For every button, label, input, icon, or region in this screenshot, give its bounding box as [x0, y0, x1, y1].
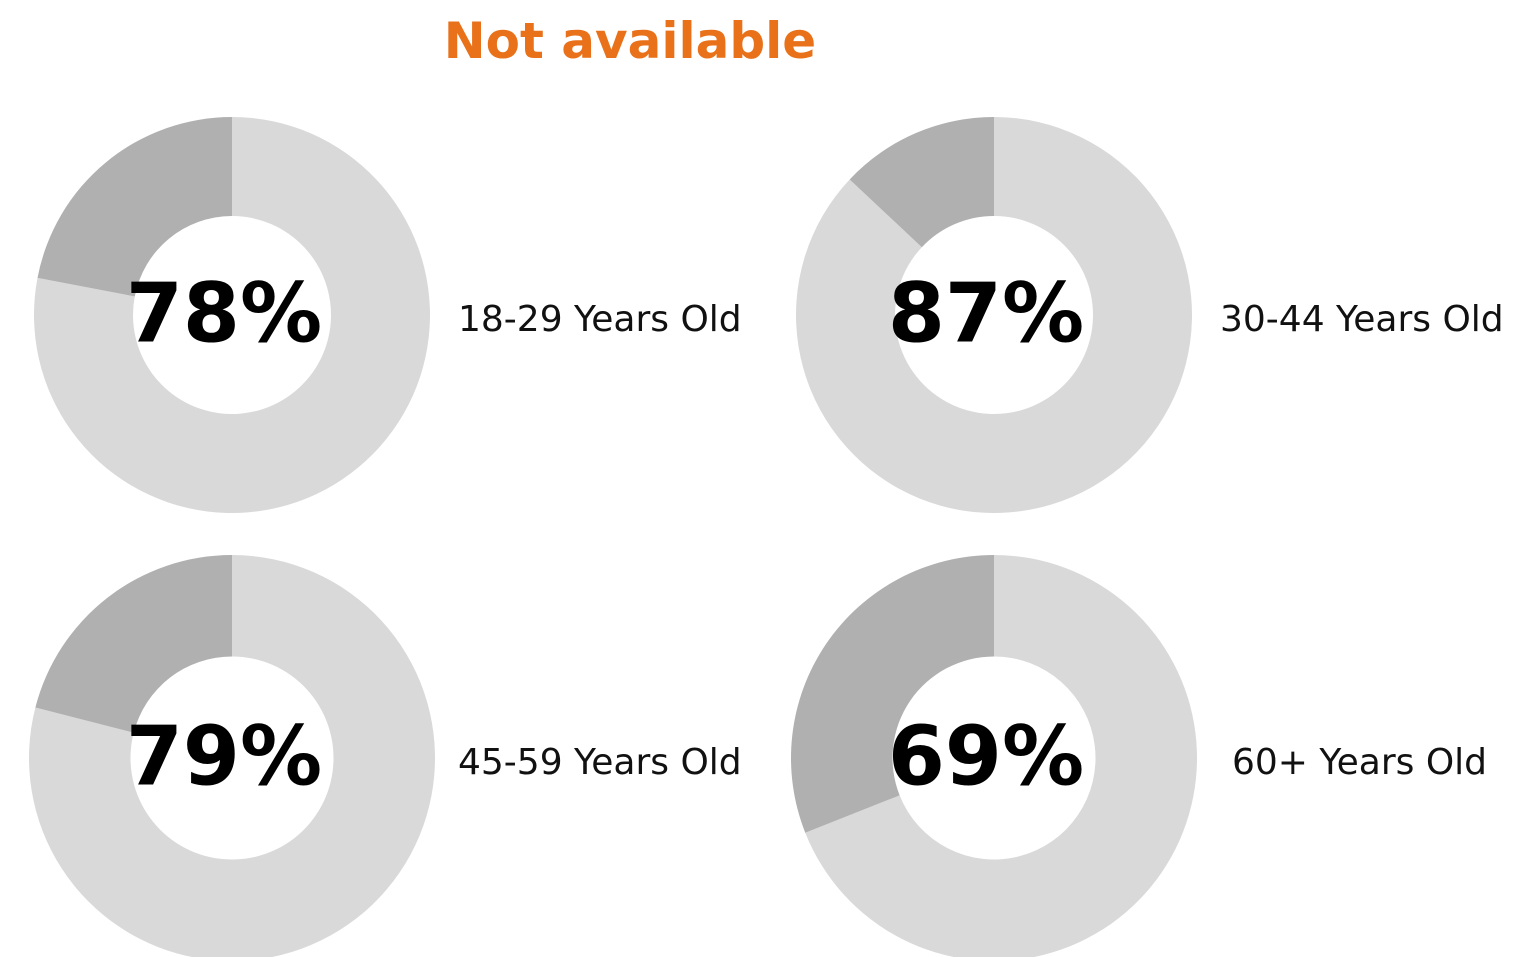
- donut-segment: [29, 555, 435, 957]
- center-value: 87%: [888, 266, 1084, 361]
- chart-label: 30-44 Years Old: [1220, 299, 1504, 340]
- center-value: 78%: [126, 266, 322, 361]
- donut-segment: [849, 117, 994, 248]
- donut-segment: [37, 117, 232, 297]
- donut-segment: [796, 117, 1193, 513]
- center-value: 79%: [126, 709, 322, 804]
- chart-label: 60+ Years Old: [1232, 742, 1487, 783]
- donut-segment: [34, 117, 431, 513]
- donut-segment: [791, 555, 994, 833]
- page-title: Not available: [444, 12, 816, 70]
- donut-segment: [35, 555, 232, 733]
- center-value: 69%: [888, 709, 1084, 804]
- chart-label: 45-59 Years Old: [458, 742, 742, 783]
- chart-label: 18-29 Years Old: [458, 299, 742, 340]
- donut-segment: [805, 555, 1197, 957]
